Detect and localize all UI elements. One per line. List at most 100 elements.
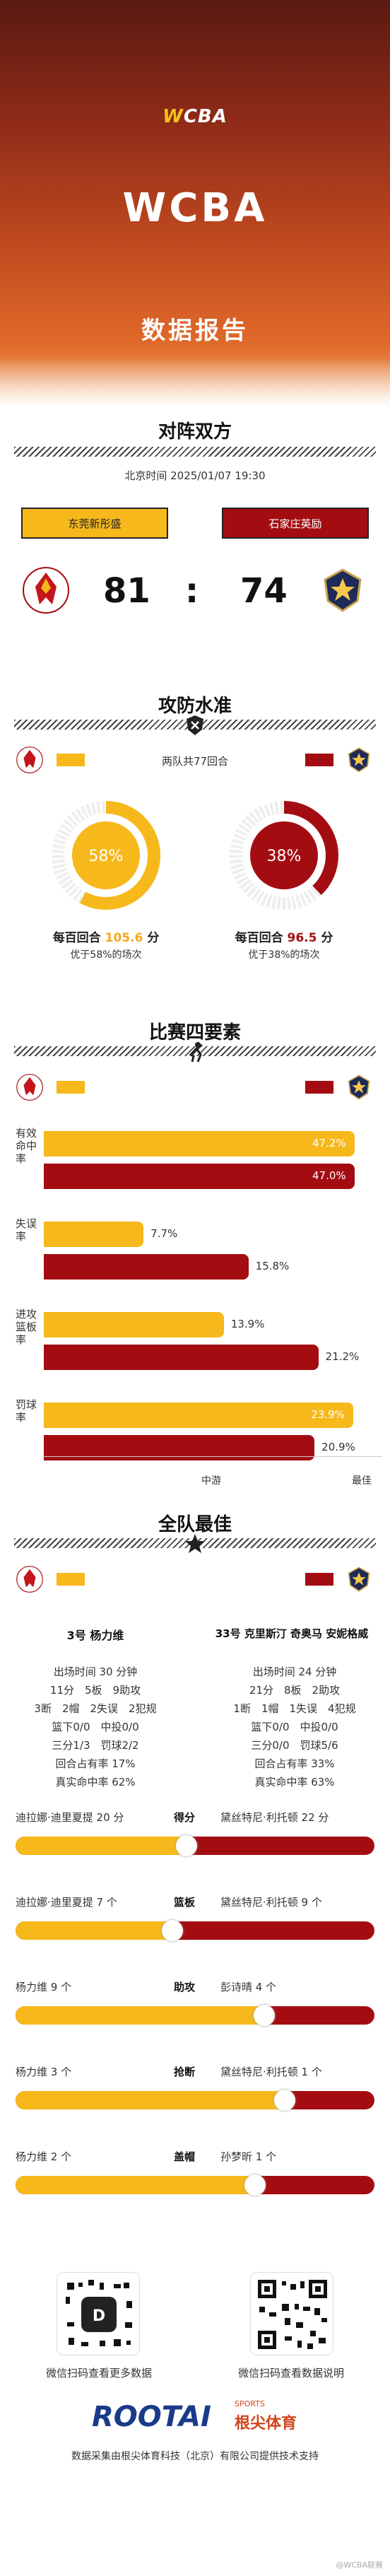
home-factor-bar [44,1131,355,1157]
home-efficiency-gauge: 58% [52,801,160,910]
score-separator: : [185,571,199,611]
leader-home-fill [16,2006,264,2025]
hero-banner [0,0,390,406]
brand-logo: ROOTAI [92,2401,211,2433]
home-best-player: 3号 杨力维 [66,1629,124,1642]
qr2-caption: 微信扫码查看数据说明 [237,2367,344,2379]
home-color-chip [57,754,85,766]
away-factor-bar [44,1164,355,1189]
away-team-logo [348,747,370,773]
away-team-logo [348,1567,370,1592]
player-stat-line: 1断 1帽 1失误 4犯规 [233,1702,356,1715]
away-factor-value: 47.0% [312,1169,346,1182]
leader-divider-dot [162,1920,184,1941]
qr-code-data-guide[interactable] [250,2272,333,2355]
away-team-name: 石家庄英励 [222,508,369,539]
player-stat-line: 三分1/3 罚球2/2 [52,1739,139,1752]
away-score: 74 [240,571,288,611]
player-stat-line: 回合占有率 33% [254,1757,335,1770]
leader-compare-bar [16,2006,374,2025]
wcba-logo: WCBA [162,106,228,127]
leader-home: 迪拉娜·迪里夏提 20 分 [16,1811,124,1824]
home-efficiency-pct: 58% [89,848,124,865]
star-icon [185,1534,205,1553]
home-team-logo [16,747,43,773]
leader-compare-bar [16,2091,374,2109]
match-time: 北京时间 2025/01/07 19:30 [124,469,266,482]
basketball-player-icon [189,1042,203,1062]
home-team-logo [16,1074,43,1101]
home-factor-bar [44,1403,354,1428]
player-stat-line: 21分 8板 2助攻 [249,1684,341,1697]
home-factor-value: 13.9% [230,1318,265,1330]
leader-divider-dot [274,2090,295,2111]
home-color-chip [57,1081,85,1094]
leader-category: 盖帽 [174,2150,196,2163]
home-factor-value: 47.2% [312,1137,346,1149]
section-title-best: 全队最佳 [158,1514,232,1535]
away-factor-bar [44,1254,249,1280]
player-stat-line: 真实命中率 62% [55,1776,136,1788]
metric-label: 罚球率 [16,1398,37,1424]
total-rounds: 两队共77回合 [161,755,229,768]
home-better-than: 优于58%的场次 [70,949,142,961]
brand-sports: SPORTS [235,2399,265,2408]
away-efficiency-gauge: 38% [230,801,338,910]
away-best-player: 33号 克里斯汀 奇奥马 安妮格威 [215,1627,369,1640]
leader-divider-dot [244,2174,266,2196]
leader-category: 抢断 [174,2066,196,2078]
svg-text:D: D [93,2307,105,2325]
section-title-four-factors: 比赛四要素 [148,1022,241,1043]
leader-compare-bar [16,2176,374,2194]
away-color-chip [305,754,333,766]
home-factor-value: 7.7% [150,1227,178,1240]
leader-home: 杨力维 9 个 [16,1981,72,1994]
away-factor-value: 21.2% [325,1350,360,1363]
leader-compare-bar [16,1921,374,1940]
watermark: @WCBA联赛 [336,2560,383,2570]
qr-code-more-data[interactable]: D [57,2272,140,2355]
home-factor-bar [44,1222,144,1247]
tech-credit: 数据采集由根尖体育科技（北京）有限公司提供技术支持 [71,2451,319,2462]
leader-away: 彭诗晴 4 个 [220,1981,277,1994]
player-stat-line: 篮下0/0 中投0/0 [52,1721,139,1733]
leader-home: 迪拉娜·迪里夏提 7 个 [16,1896,117,1909]
divider [14,447,376,457]
page-subtitle: 数据报告 [141,317,249,345]
leader-category: 得分 [174,1811,196,1824]
home-score: 81 [103,571,150,611]
leader-away: 黛丝特尼·利托顿 9 个 [220,1896,322,1909]
qr-icon [258,2280,327,2349]
leader-home: 杨力维 2 个 [16,2150,72,2163]
away-per100: 每百回合 96.5 分 [235,931,333,945]
player-stat-line: 真实命中率 63% [254,1776,335,1788]
brand-cn: 根尖体育 [235,2415,297,2432]
player-stat-line: 三分0/0 罚球5/6 [251,1739,338,1752]
leader-home-fill [16,1921,173,1940]
player-stat-line: 出场时间 30 分钟 [53,1665,138,1678]
metric-label: 进攻篮板率 [16,1308,37,1346]
away-color-chip [305,1573,333,1586]
home-factor-bar [44,1312,224,1337]
leader-home-fill [16,2091,285,2109]
player-stat-line: 出场时间 24 分钟 [252,1665,337,1678]
player-stat-line: 3断 2帽 2失误 2犯规 [34,1702,157,1715]
axis-best-label: 最佳 [352,1475,372,1487]
player-stat-line: 回合占有率 17% [55,1757,136,1770]
home-team-name: 东莞新彤盛 [21,508,168,539]
leader-divider-dot [253,2005,275,2026]
shield-icon [187,715,203,735]
away-color-chip [305,1081,333,1094]
player-stat-line: 11分 5板 9助攻 [49,1684,141,1697]
qr1-caption: 微信扫码查看更多数据 [45,2367,152,2379]
leader-home: 杨力维 3 个 [16,2066,72,2078]
leader-away: 黛丝特尼·利托顿 1 个 [220,2066,322,2078]
page-title: WCBA [122,185,268,231]
leader-home-fill [16,2176,255,2194]
leader-home-fill [16,1837,187,1855]
leader-away: 黛丝特尼·利托顿 22 分 [220,1811,329,1824]
metric-label: 有效命中率 [16,1127,37,1165]
away-better-than: 优于38%的场次 [248,949,320,961]
leader-divider-dot [175,1835,197,1856]
away-team-logo [324,568,362,612]
